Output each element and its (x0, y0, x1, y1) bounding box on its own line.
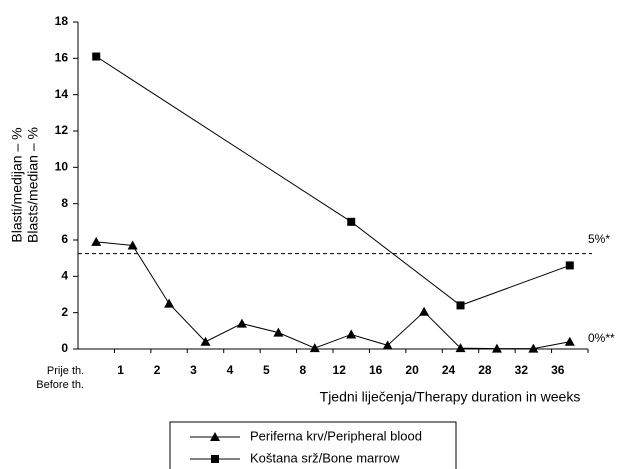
marker (200, 336, 211, 346)
annotation: 0%** (588, 331, 615, 345)
legend-label: Periferna krv/Peripheral blood (250, 428, 422, 443)
x-tick-label: 3 (190, 363, 197, 377)
x-tick-label: 24 (442, 363, 456, 377)
marker (382, 340, 393, 350)
y-tick-label: 6 (61, 232, 68, 246)
marker (564, 336, 575, 346)
marker (127, 240, 138, 250)
y-tick-label: 8 (61, 196, 68, 210)
y-axis-title: Blasts/median – % (25, 127, 41, 243)
marker (528, 343, 539, 353)
x-tick-label: 36 (551, 363, 565, 377)
x-tick-label: 20 (405, 363, 419, 377)
marker (164, 298, 175, 308)
legend-box (169, 421, 457, 469)
y-tick-label: 18 (55, 14, 69, 28)
marker (309, 343, 320, 353)
legend-marker (210, 432, 220, 441)
marker (565, 261, 574, 270)
x-axis-title: Tjedni liječenja/Therapy duration in wee… (320, 389, 581, 405)
marker (91, 236, 102, 246)
x-tick-label: 4 (227, 363, 234, 377)
series-line (96, 241, 570, 350)
marker (419, 306, 430, 316)
x-tick-label: 32 (515, 363, 529, 377)
x-tick-label: 28 (478, 363, 492, 377)
legend-label: Koštana srž/Bone marrow (250, 450, 400, 465)
x-tick-label: 2 (154, 363, 161, 377)
y-tick-label: 4 (61, 269, 68, 283)
y-tick-label: 14 (55, 87, 69, 101)
y-tick-label: 16 (55, 51, 69, 65)
x-tick-label: 8 (299, 363, 306, 377)
x-tick-label: 16 (369, 363, 383, 377)
x-tick-label: 12 (333, 363, 347, 377)
y-tick-label: 0 (61, 341, 68, 355)
marker (456, 301, 465, 310)
marker (347, 217, 356, 226)
y-tick-label: 12 (55, 123, 69, 137)
marker (455, 343, 466, 353)
y-tick-label: 10 (55, 160, 69, 174)
marker (491, 343, 502, 353)
x-tick-label: 1 (117, 363, 124, 377)
marker (236, 318, 247, 328)
y-axis-title: Blasti/medijan – % (9, 127, 25, 242)
reference-label: 5%* (588, 232, 610, 246)
marker (346, 329, 357, 339)
x-tick-label: Prije th. (47, 365, 84, 377)
legend-marker (211, 455, 219, 463)
y-tick-label: 2 (61, 305, 68, 319)
marker (273, 327, 284, 337)
x-tick-label: 5 (263, 363, 270, 377)
x-tick-label: Before th. (36, 379, 84, 391)
marker (92, 52, 101, 61)
series-line (95, 56, 570, 306)
